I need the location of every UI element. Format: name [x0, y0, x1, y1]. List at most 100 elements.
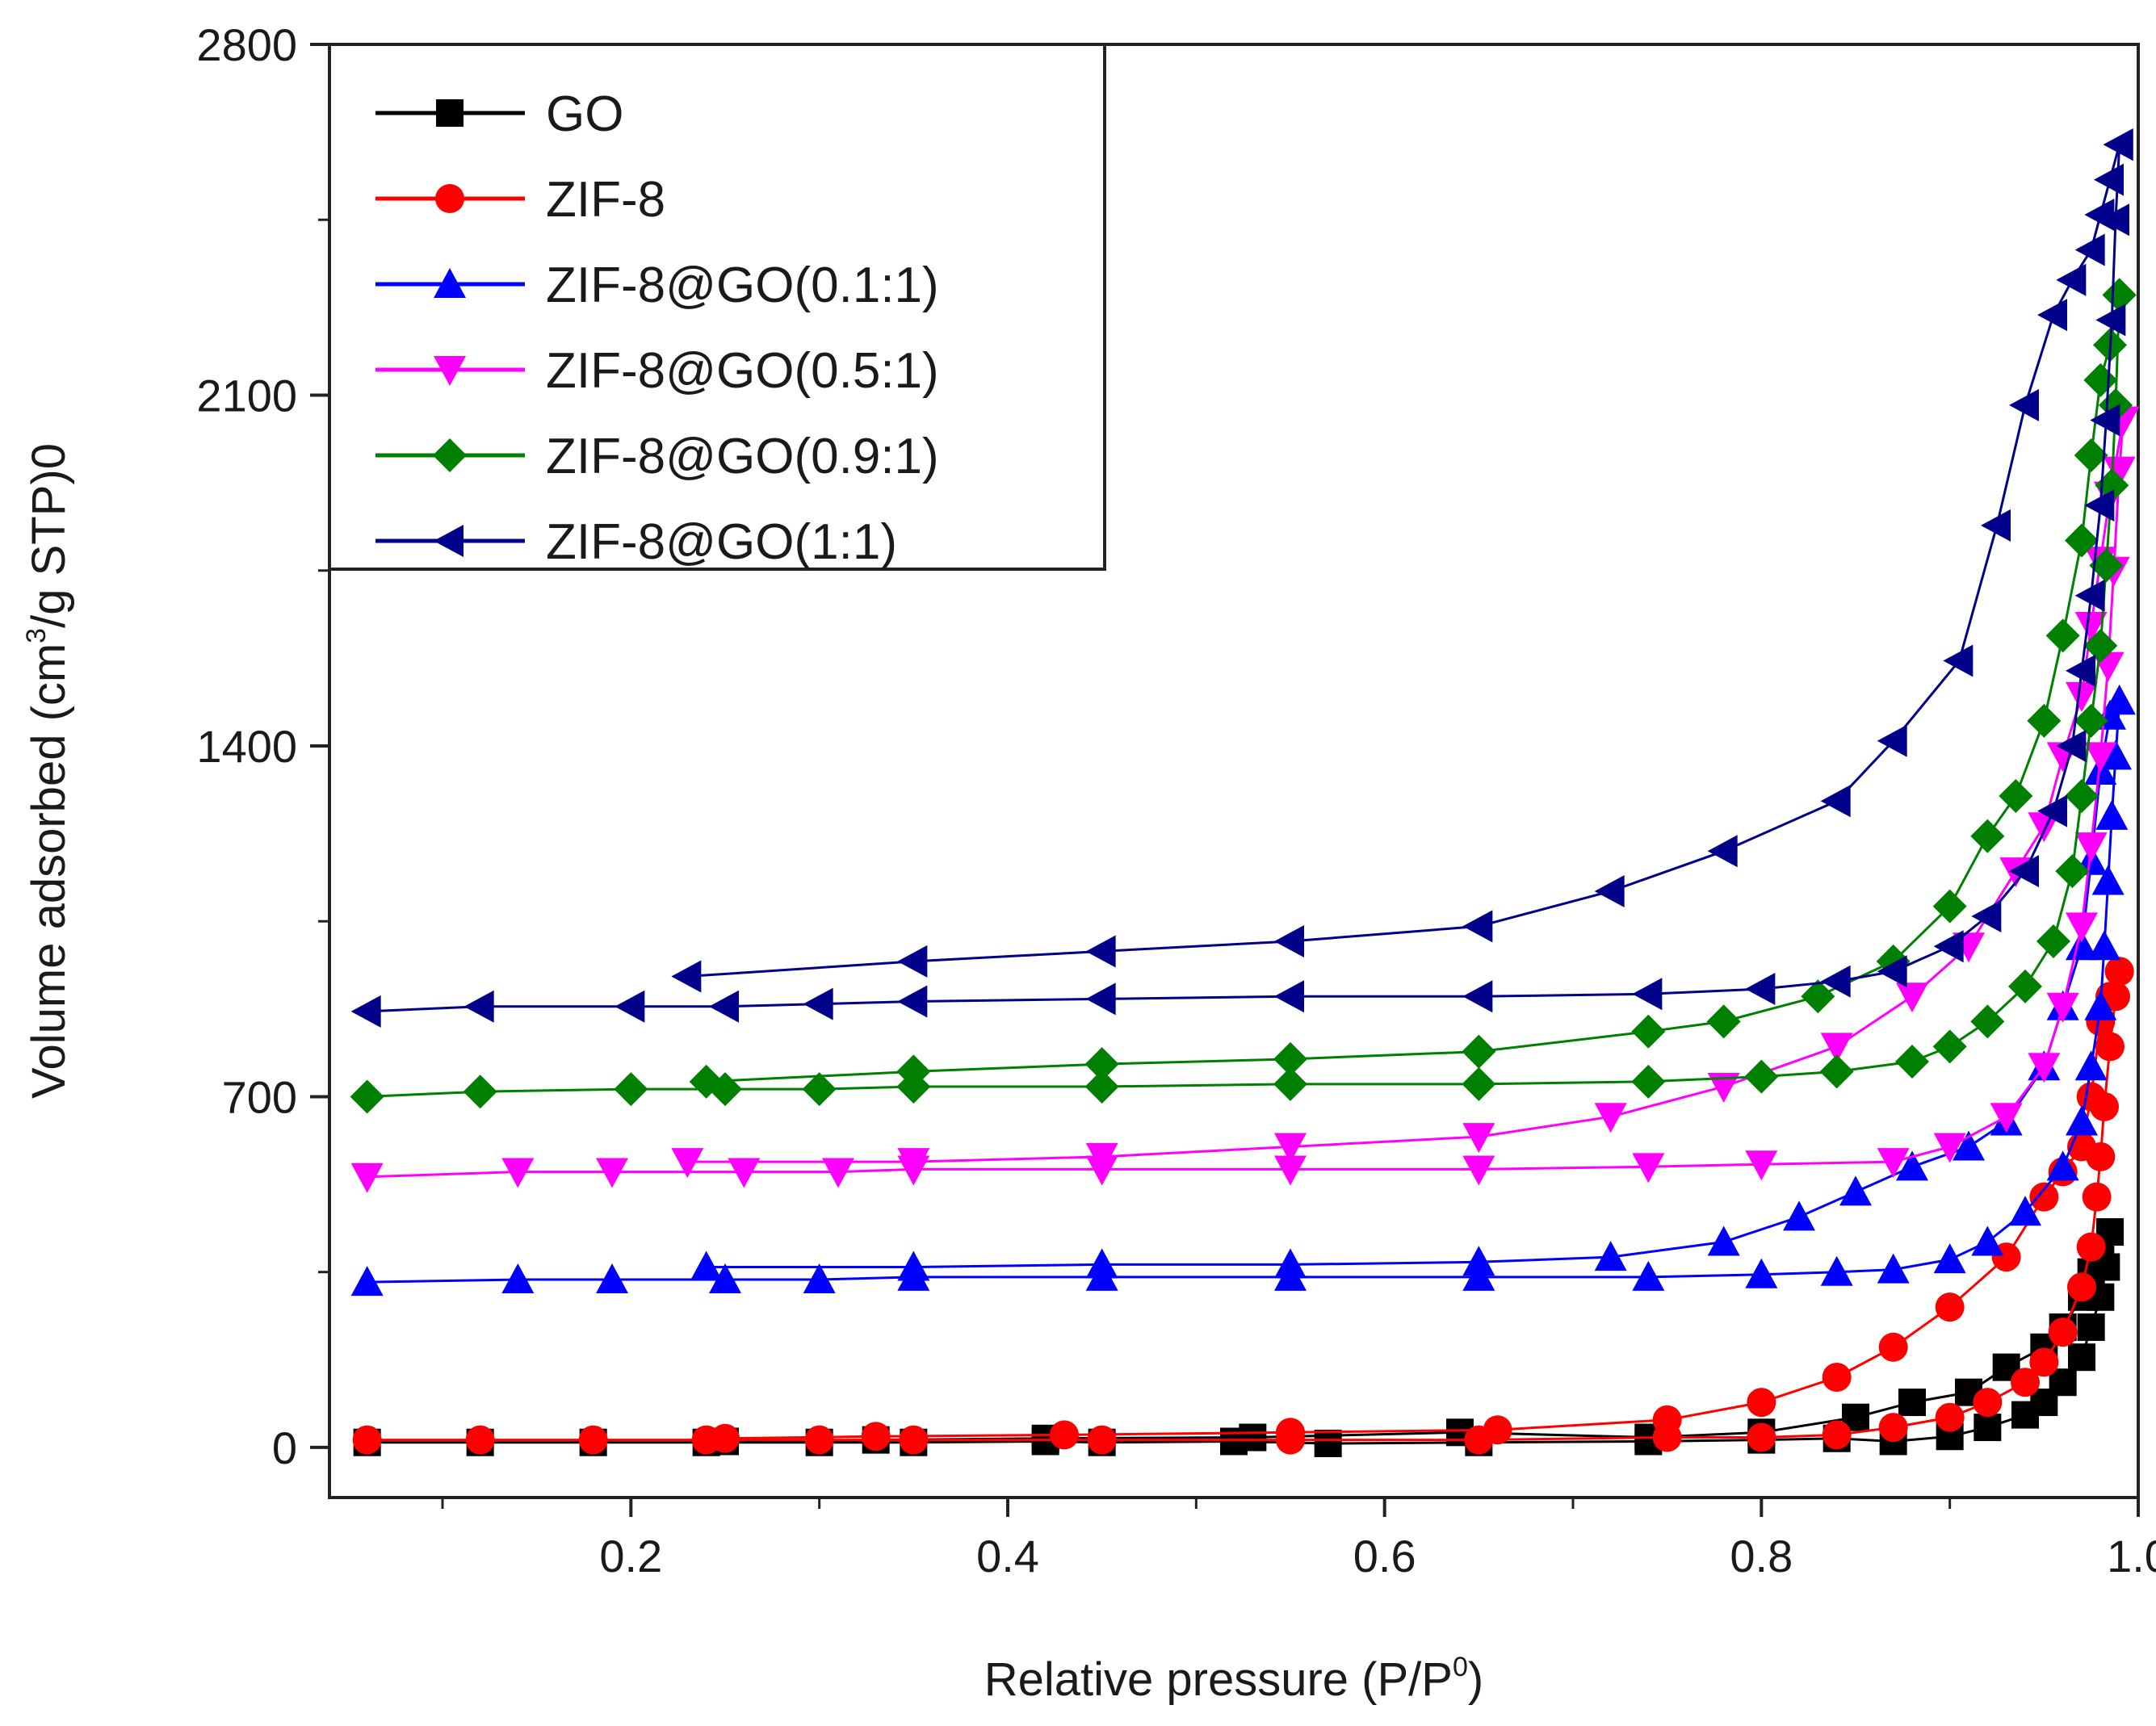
data-point — [350, 1163, 384, 1193]
data-point — [1932, 1029, 1967, 1064]
series-zif-8-go-1-1- — [350, 128, 2133, 1028]
data-point — [1274, 1155, 1307, 1186]
data-point — [1707, 835, 1738, 868]
data-point — [1087, 1425, 1117, 1455]
data-point — [465, 1425, 495, 1455]
series-zif-8-go-0-9-1- — [350, 278, 2137, 1114]
data-point — [1877, 1253, 1910, 1284]
legend-marker — [434, 268, 466, 298]
data-point — [2076, 1082, 2106, 1112]
data-point — [1745, 973, 1776, 1005]
data-point — [2074, 233, 2105, 266]
data-point — [2009, 1196, 2041, 1226]
data-point — [1896, 1150, 1928, 1181]
data-point — [804, 1425, 834, 1455]
series-zif-8-go-0-1-1- — [350, 685, 2136, 1297]
data-point — [897, 1148, 930, 1179]
data-point — [1820, 785, 1851, 818]
data-point — [1973, 1388, 2003, 1418]
data-point — [896, 1054, 931, 1089]
data-point — [1895, 1045, 1929, 1079]
legend-label: ZIF-8@GO(0.9:1) — [546, 429, 939, 484]
x-tick-label: 1.0 — [2107, 1531, 2156, 1581]
legend-marker — [434, 356, 466, 386]
data-point — [615, 990, 645, 1023]
data-point — [1877, 955, 1907, 988]
data-point — [1822, 1420, 1852, 1450]
data-point — [1935, 1402, 1965, 1432]
data-point — [1085, 1142, 1118, 1173]
data-point — [803, 1263, 836, 1293]
data-point — [709, 990, 739, 1023]
y-axis: 0 700 1400 2100 2800 — [196, 19, 329, 1473]
data-point — [1274, 980, 1304, 1013]
data-point — [1707, 1225, 1740, 1256]
data-point — [2028, 1053, 2061, 1083]
data-point — [350, 1079, 384, 1114]
data-point — [2095, 799, 2129, 830]
data-point — [671, 1148, 704, 1179]
legend-marker — [433, 438, 467, 472]
legend-item: GO — [375, 86, 623, 142]
x-tick-label: 0.4 — [976, 1531, 1039, 1581]
data-point — [2099, 739, 2132, 770]
data-point — [2056, 263, 2087, 296]
data-point — [2066, 1105, 2098, 1136]
data-point — [1933, 930, 1964, 963]
data-point — [1878, 1413, 1908, 1443]
legend-label: ZIF-8@GO(1:1) — [546, 514, 897, 570]
data-point — [2037, 299, 2067, 332]
data-point — [1820, 1255, 1853, 1286]
data-point — [802, 1072, 837, 1107]
data-point — [2055, 854, 2090, 889]
data-point — [2028, 812, 2061, 843]
data-point — [2103, 456, 2136, 487]
data-point — [1085, 982, 1116, 1016]
legend-item: ZIF-8@GO(0.5:1) — [375, 343, 939, 399]
data-point — [2084, 742, 2117, 773]
y-tick-label: 2100 — [196, 370, 297, 421]
data-point — [2084, 489, 2115, 522]
data-point — [1594, 874, 1625, 907]
data-point — [1462, 1246, 1495, 1276]
y-axis-title: Volume adsorbed (cm3/g STP)0 — [21, 443, 75, 1099]
data-point — [1273, 1066, 1307, 1101]
data-point — [803, 987, 833, 1020]
data-point — [1822, 1363, 1852, 1393]
data-point — [578, 1425, 608, 1455]
data-point — [709, 1263, 741, 1293]
data-point — [1970, 819, 2005, 853]
legend-box — [328, 43, 1106, 571]
data-point — [596, 1263, 628, 1293]
data-point — [2048, 1318, 2078, 1347]
legend-marker — [434, 525, 463, 557]
data-point — [2088, 930, 2120, 961]
data-point — [2036, 924, 2070, 959]
data-point — [2090, 404, 2120, 437]
data-point — [1273, 1041, 1307, 1076]
data-point — [2066, 681, 2098, 712]
legend-marker — [435, 184, 464, 213]
data-point — [1462, 1123, 1495, 1154]
data-point — [2066, 912, 2098, 943]
legend: GO ZIF-8 ZIF-8@GO(0.1:1) ZIF-8@GO(0.5:1) ZIF… — [328, 43, 1106, 571]
data-point — [1050, 1420, 1079, 1450]
data-point — [1981, 509, 2011, 542]
data-point — [2074, 1050, 2108, 1081]
data-point — [1652, 1405, 1682, 1435]
data-point — [2084, 199, 2115, 232]
data-point — [897, 945, 928, 978]
data-point — [1896, 982, 1928, 1013]
data-point — [2076, 1232, 2106, 1262]
data-point — [1462, 910, 1493, 943]
data-point — [2009, 388, 2039, 421]
x-tick-label: 0.6 — [1353, 1531, 1416, 1581]
data-point — [1783, 1200, 1815, 1231]
data-point — [2084, 990, 2117, 1020]
data-point — [1971, 900, 2002, 932]
data-point — [1707, 1073, 1740, 1104]
data-point — [1274, 1133, 1307, 1163]
data-point — [1706, 1004, 1741, 1039]
data-point — [1933, 1243, 1966, 1274]
data-point — [2065, 523, 2099, 558]
